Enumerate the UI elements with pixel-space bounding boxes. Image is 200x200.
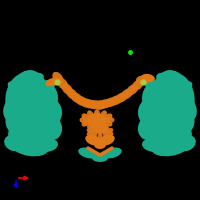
Ellipse shape [94, 122, 100, 131]
Ellipse shape [79, 98, 93, 108]
Ellipse shape [94, 109, 100, 118]
Ellipse shape [28, 73, 44, 83]
Ellipse shape [16, 75, 34, 89]
Ellipse shape [12, 140, 48, 156]
Ellipse shape [87, 121, 94, 130]
Ellipse shape [57, 78, 68, 90]
Ellipse shape [52, 72, 64, 84]
Ellipse shape [142, 80, 174, 116]
Ellipse shape [146, 124, 178, 146]
Ellipse shape [106, 128, 113, 133]
Ellipse shape [156, 73, 172, 83]
Ellipse shape [138, 98, 162, 126]
Ellipse shape [87, 110, 94, 119]
Ellipse shape [87, 128, 94, 133]
Ellipse shape [94, 141, 106, 149]
Ellipse shape [126, 84, 138, 95]
Ellipse shape [82, 113, 90, 120]
Ellipse shape [132, 79, 144, 91]
Ellipse shape [103, 125, 109, 132]
Ellipse shape [84, 100, 98, 109]
Ellipse shape [98, 132, 103, 140]
Ellipse shape [8, 81, 22, 93]
Ellipse shape [97, 124, 102, 132]
Ellipse shape [88, 100, 102, 109]
Ellipse shape [78, 148, 98, 158]
Ellipse shape [145, 80, 159, 90]
Ellipse shape [109, 95, 123, 105]
Ellipse shape [152, 140, 188, 156]
Ellipse shape [93, 100, 107, 110]
Ellipse shape [165, 73, 195, 117]
Ellipse shape [5, 73, 35, 117]
Ellipse shape [104, 113, 112, 120]
Ellipse shape [8, 123, 36, 147]
Ellipse shape [106, 117, 114, 123]
Ellipse shape [82, 120, 90, 127]
Ellipse shape [87, 131, 94, 136]
Ellipse shape [3, 95, 25, 121]
Ellipse shape [145, 102, 185, 138]
Ellipse shape [100, 110, 107, 119]
Ellipse shape [136, 75, 150, 84]
Ellipse shape [178, 81, 192, 93]
Ellipse shape [175, 95, 197, 121]
Ellipse shape [138, 116, 158, 140]
Ellipse shape [75, 96, 88, 106]
Ellipse shape [15, 102, 55, 138]
Ellipse shape [99, 135, 115, 145]
Ellipse shape [91, 125, 97, 132]
Ellipse shape [98, 99, 112, 108]
Ellipse shape [80, 117, 88, 123]
Ellipse shape [66, 88, 78, 100]
Ellipse shape [4, 135, 24, 151]
Ellipse shape [176, 135, 196, 151]
Ellipse shape [26, 80, 58, 116]
Ellipse shape [70, 92, 83, 103]
Ellipse shape [38, 98, 62, 126]
Ellipse shape [103, 132, 109, 139]
Ellipse shape [150, 70, 194, 140]
Ellipse shape [91, 132, 97, 139]
Ellipse shape [121, 89, 133, 99]
Ellipse shape [85, 135, 101, 145]
Ellipse shape [93, 100, 107, 110]
Ellipse shape [87, 113, 107, 127]
Ellipse shape [106, 131, 113, 136]
Ellipse shape [42, 116, 62, 140]
Ellipse shape [5, 102, 31, 134]
Ellipse shape [92, 122, 108, 134]
Ellipse shape [166, 75, 184, 89]
Ellipse shape [62, 83, 73, 95]
Ellipse shape [102, 148, 122, 158]
Ellipse shape [142, 138, 166, 152]
Ellipse shape [45, 78, 61, 86]
Ellipse shape [169, 102, 195, 134]
Ellipse shape [104, 97, 118, 107]
Ellipse shape [6, 70, 50, 140]
Ellipse shape [104, 120, 112, 127]
Ellipse shape [115, 92, 128, 103]
Ellipse shape [41, 80, 55, 90]
Ellipse shape [100, 121, 107, 130]
Ellipse shape [141, 74, 155, 82]
Ellipse shape [22, 124, 54, 146]
Ellipse shape [164, 123, 192, 147]
Ellipse shape [34, 138, 58, 152]
Ellipse shape [92, 154, 108, 162]
